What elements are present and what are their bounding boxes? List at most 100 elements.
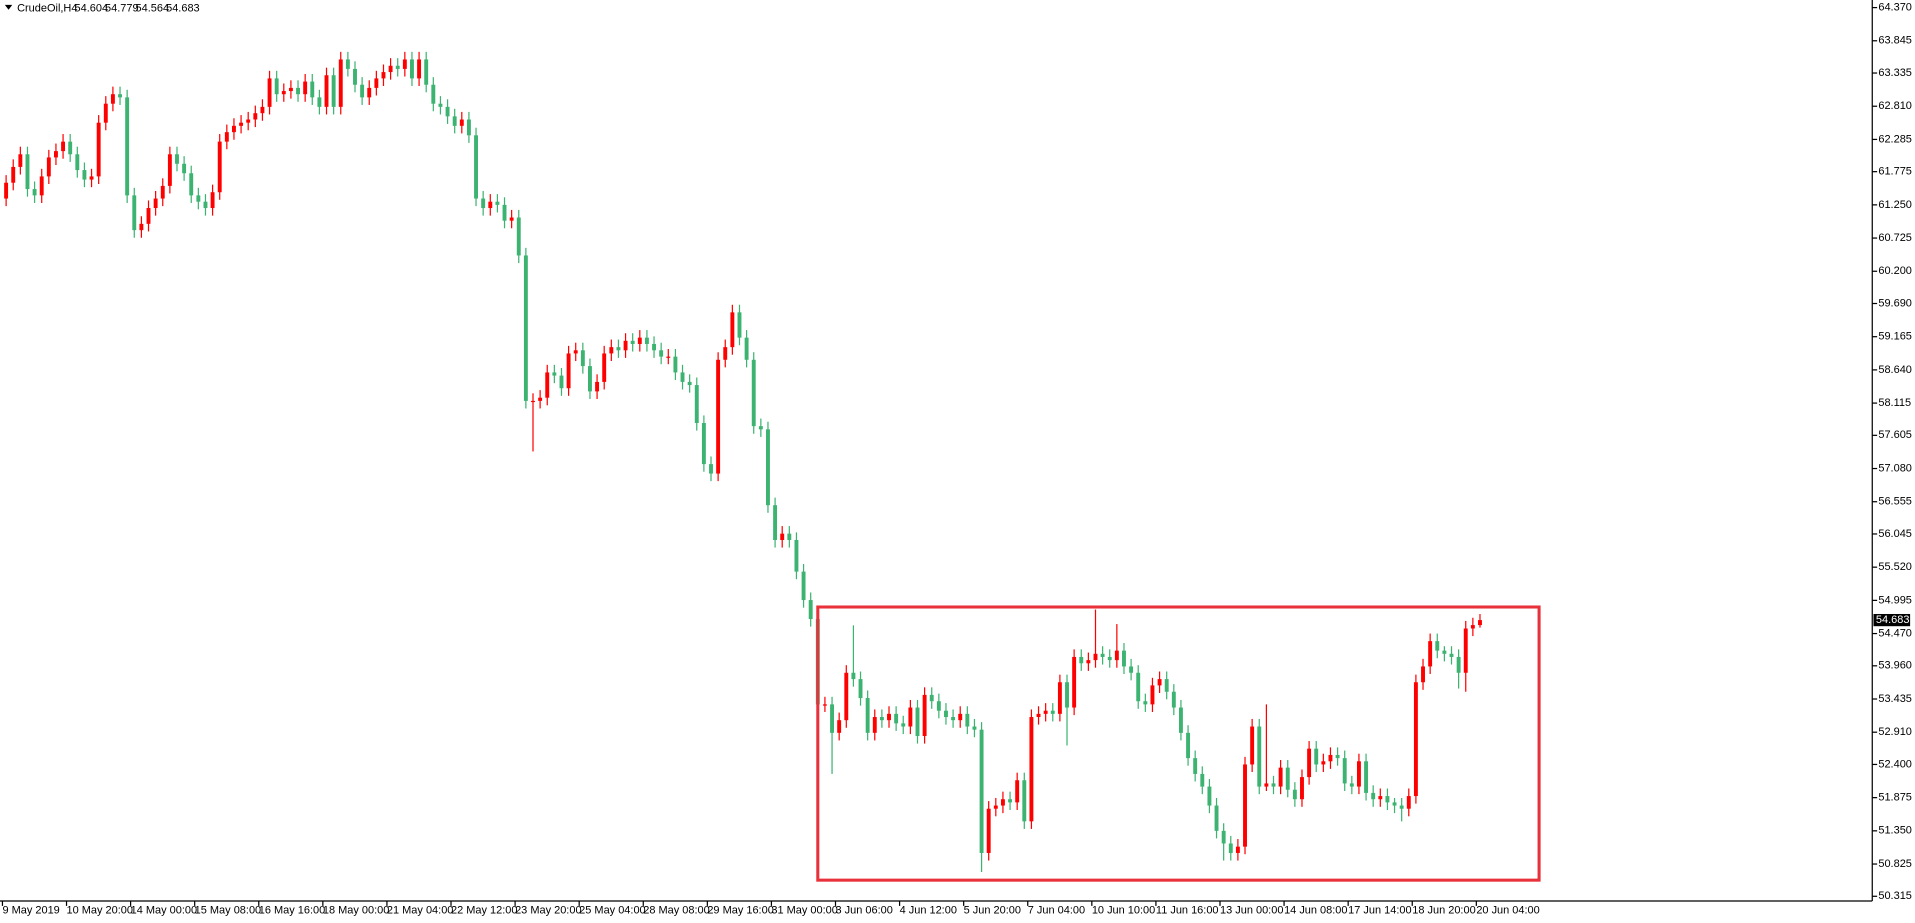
candle-body [267, 78, 272, 107]
x-tick-label: 13 Jun 00:00 [1220, 905, 1283, 917]
candle-body [1292, 789, 1297, 800]
x-tick-label: 3 Jun 06:00 [836, 905, 893, 917]
candle-body [1079, 656, 1084, 664]
y-tick-label: 50.825 [1878, 858, 1912, 870]
candle-body [730, 312, 735, 348]
candle-body [1421, 666, 1425, 683]
x-tick-label: 16 May 16:00 [259, 905, 325, 917]
candle-body [167, 154, 172, 186]
candle-body [353, 68, 357, 85]
candle-body [659, 350, 664, 357]
candle-body [68, 141, 73, 155]
header-high: 54.779 [105, 2, 139, 14]
candle-body [879, 717, 884, 721]
candle-body [281, 91, 286, 95]
candle-body [516, 217, 521, 256]
candle-body [424, 59, 429, 85]
candle-body [1171, 691, 1176, 708]
candle-body [787, 533, 792, 540]
candle-body [1072, 656, 1077, 708]
candle-body [231, 125, 236, 133]
candle-body [680, 372, 685, 382]
candle-body [1385, 796, 1390, 803]
candle-body [1164, 679, 1169, 692]
candle-body [644, 337, 649, 344]
candle-body [1107, 656, 1112, 661]
candle-body [673, 356, 678, 373]
candle-body [531, 400, 535, 403]
x-tick-label: 21 May 04:00 [387, 905, 453, 917]
candle-body [1178, 707, 1183, 733]
candle-body [687, 381, 692, 386]
candle-body [1043, 710, 1048, 714]
x-tick-label: 9 May 2019 [2, 905, 59, 917]
candle-body [993, 805, 998, 809]
chart-title: CrudeOil,H4 [17, 2, 77, 14]
candle-body [160, 185, 165, 199]
candle-body [1221, 830, 1226, 844]
candle-body [609, 347, 614, 354]
candle-body [1157, 679, 1162, 686]
candle-body [1029, 717, 1034, 822]
candle-body [915, 707, 920, 736]
candle-body [224, 132, 229, 142]
candle-body [310, 81, 315, 98]
x-tick-label: 10 Jun 10:00 [1092, 905, 1155, 917]
candle-body [666, 356, 671, 358]
y-tick-label: 61.775 [1878, 166, 1912, 178]
candle-body [801, 571, 806, 601]
candle-body [246, 119, 251, 123]
x-tick-label: 4 Jun 12:00 [900, 905, 957, 917]
candle-body [317, 97, 322, 107]
candle-body [274, 78, 279, 95]
candle-body [1470, 625, 1475, 629]
candle-body [851, 672, 856, 680]
candle-body [146, 208, 151, 224]
candle-body [288, 87, 293, 92]
candle-body [545, 372, 550, 398]
candle-body [1335, 754, 1340, 759]
current-price-label: 54.683 [1876, 614, 1910, 626]
candle-body [709, 464, 713, 474]
candle-body [1456, 656, 1461, 673]
candle-body [452, 116, 457, 126]
candle-body [125, 97, 130, 196]
candle-body [822, 704, 827, 706]
y-tick-label: 56.045 [1878, 528, 1912, 540]
candle-body [737, 312, 742, 338]
candle-body [1136, 672, 1141, 702]
x-tick-label: 18 Jun 20:00 [1412, 905, 1475, 917]
candle-body [602, 353, 607, 382]
candle-body [588, 366, 592, 392]
candle-body [1278, 767, 1283, 787]
header-open: 54.604 [74, 2, 108, 14]
x-tick-label: 31 May 00:00 [771, 905, 837, 917]
candle-body [1214, 805, 1219, 831]
candle-body [566, 353, 571, 389]
candle-body [929, 694, 934, 702]
candle-body [1086, 660, 1091, 664]
candle-body [1022, 780, 1027, 822]
candle-body [865, 698, 870, 733]
candle-body [495, 201, 500, 205]
y-tick-label: 57.080 [1878, 462, 1912, 474]
candle-body [972, 726, 977, 730]
candle-body [1243, 764, 1247, 847]
candle-body [1406, 796, 1411, 809]
candle-body [1193, 758, 1198, 774]
candle-body [936, 701, 941, 711]
candle-body [1307, 748, 1312, 778]
candle-body [958, 713, 963, 721]
candle-body [402, 59, 407, 69]
candle-body [1428, 641, 1433, 667]
candle-body [872, 717, 877, 733]
candle-body [217, 141, 222, 193]
candle-body [773, 505, 778, 540]
menu-arrow[interactable] [4, 4, 13, 10]
candle-body [744, 337, 749, 360]
candle-body [239, 122, 244, 126]
candle-body [509, 217, 514, 221]
y-tick-label: 52.910 [1878, 726, 1912, 738]
